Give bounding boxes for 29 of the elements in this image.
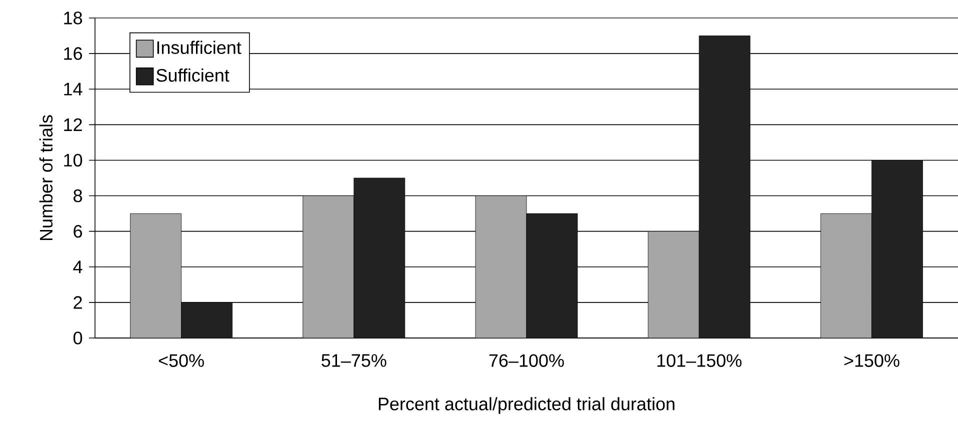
y-tick-label: 18	[64, 12, 82, 24]
x-tick-label: >150%	[844, 354, 900, 367]
bar	[130, 213, 182, 338]
y-tick-label: 12	[64, 118, 82, 131]
x-tick-label: 101–150%	[657, 354, 742, 367]
y-tick-label: 10	[64, 154, 82, 167]
x-tick-label: 76–100%	[489, 354, 564, 367]
bar	[698, 36, 750, 338]
y-tick-label: 16	[64, 47, 82, 60]
y-tick-label: 2	[74, 296, 82, 309]
y-tick-label: 0	[73, 332, 82, 344]
bar	[648, 231, 700, 338]
bar	[354, 178, 406, 338]
bar	[820, 213, 872, 338]
x-tick-label: <50%	[158, 354, 204, 367]
y-axis-title: Number of trials	[39, 115, 53, 240]
bar	[181, 302, 232, 338]
y-tick-label: 14	[64, 82, 82, 96]
x-tick-label: 51–75%	[322, 354, 386, 367]
bar	[302, 196, 354, 338]
y-tick-label: 4	[73, 260, 82, 274]
y-tick-label: 6	[74, 224, 82, 238]
bar	[526, 213, 578, 338]
y-tick-label: 8	[74, 189, 82, 202]
x-axis-title: Percent actual/predicted trial duration	[378, 397, 674, 414]
legend-label: Insufficient	[157, 40, 242, 54]
bar	[872, 160, 923, 338]
legend-label: Sufficient	[156, 68, 230, 82]
bar	[475, 196, 527, 338]
